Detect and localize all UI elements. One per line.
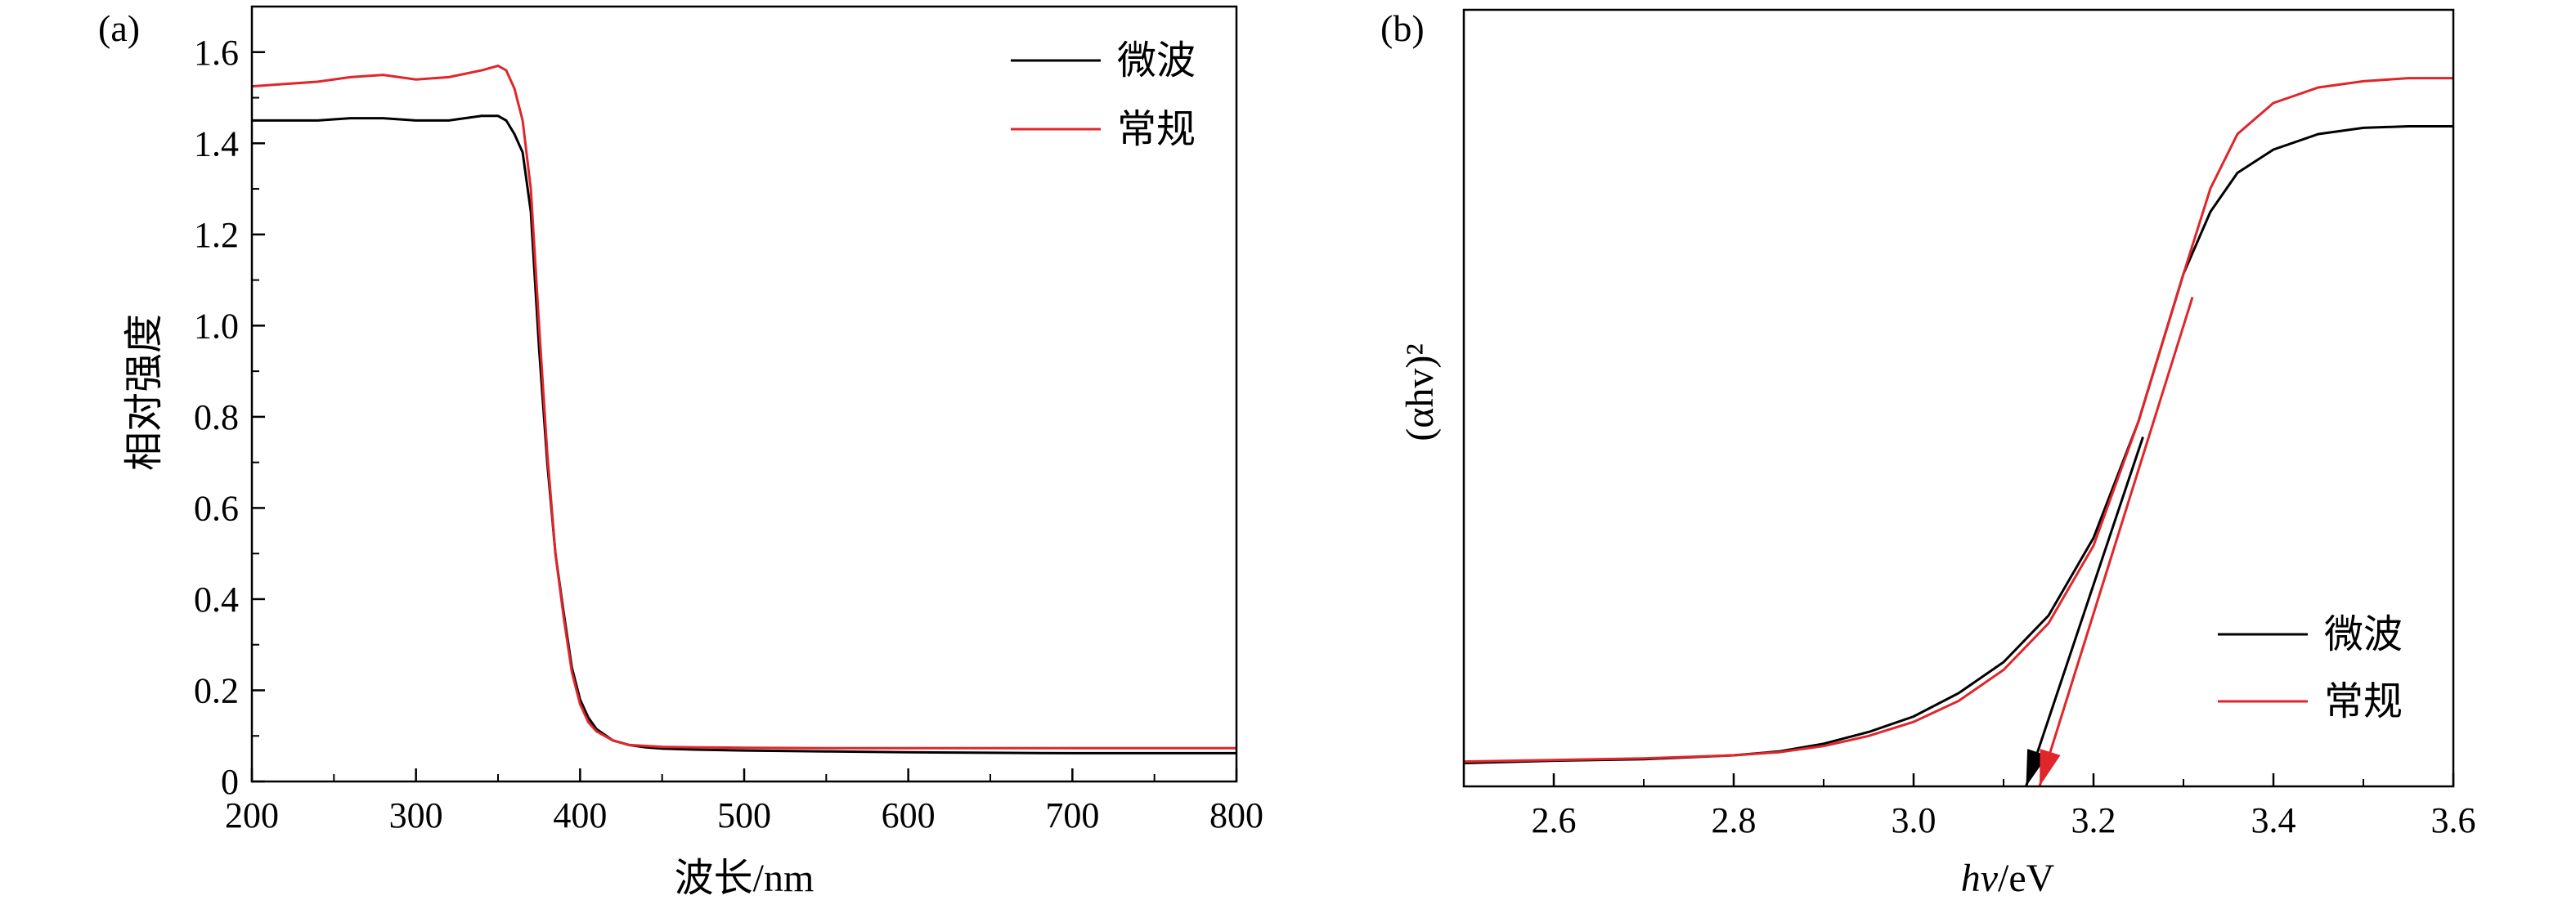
x-tick-label: 600 [882,795,936,835]
y-tick-label: 0.6 [194,488,239,528]
legend-label-conventional: 常规 [2324,680,2403,723]
y-tick-label: 0.2 [194,670,239,710]
panel-b-x-axis-title: hv/eV [1961,857,2055,900]
panel-b-plot-area: 2.6 2.8 3.0 3.2 3.4 3.6 [1462,8,2476,840]
tangent-line-0 [2025,437,2144,787]
x-tick-label: 800 [1209,795,1263,835]
tangent-arrowhead-1 [2040,749,2061,786]
x-tick-label: 2.8 [1712,800,1757,840]
plot-frame [250,5,1238,783]
series-line-1 [251,64,1236,750]
panel-b: (b) 2.6 2.8 3.0 3.2 3.4 3.6 hv/eV (αhv)² 微波 常… [1380,7,2476,900]
y-tick-label: 0 [221,762,239,802]
y-tick-label: 1.2 [194,215,239,255]
panel-a-y-axis-title: 相对强度 [123,314,166,471]
legend-label-microwave: 微波 [2324,613,2403,656]
plot-frame [1462,8,2455,788]
y-tick-label: 1.4 [194,123,239,163]
x-tick-label: 3.6 [2431,800,2476,840]
panel-a-x-axis-title: 波长/nm [675,857,815,900]
tangent-line-1 [2038,297,2194,787]
y-tick-label: 1.0 [194,306,239,346]
panel-a: (a) 200 300 400 500 600 700 800 0 0.2 0.4 0.6 0.8 1.… [98,5,1263,900]
y-tick-label: 1.6 [194,33,239,73]
y-tick-label: 0.8 [194,397,239,437]
legend-label-microwave: 微波 [1117,39,1196,83]
panel-a-plot-area: 200 300 400 500 600 700 800 0 0.2 0.4 0.6 0.8 1.0 1.2… [194,5,1263,835]
x-tick-label: 3.2 [2071,800,2116,840]
panel-b-y-axis-title: (αhv)² [1398,343,1442,441]
series-line-0 [1463,125,2453,764]
x-tick-label: 700 [1045,795,1099,835]
series-line-1 [1463,77,2453,763]
y-tick-label: 0.4 [194,580,239,620]
panel-b-legend: 微波 常规 [2218,613,2403,723]
panel-a-label: (a) [98,7,140,49]
x-tick-label: 3.0 [1892,800,1936,840]
x-tick-label: 2.6 [1532,800,1577,840]
panel-a-legend: 微波 常规 [1011,39,1196,151]
x-tick-label: 400 [553,795,607,835]
x-tick-label: 200 [225,795,279,835]
x-tick-label: 500 [717,795,771,835]
x-tick-label: 300 [389,795,443,835]
panel-b-label: (b) [1380,7,1425,49]
series-line-0 [252,114,1236,755]
legend-label-conventional: 常规 [1117,108,1196,151]
x-tick-label: 3.4 [2251,800,2296,840]
